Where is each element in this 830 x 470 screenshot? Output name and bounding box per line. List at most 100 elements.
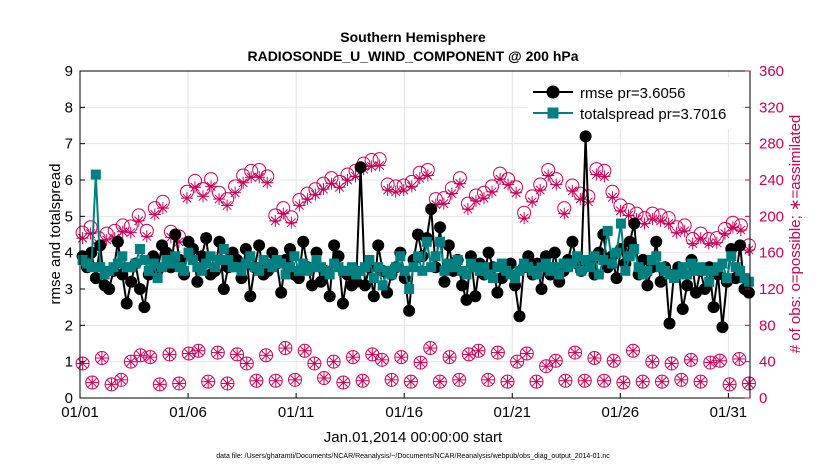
obs-assimilated-marker — [405, 180, 418, 193]
obs-assimilated-marker — [205, 180, 218, 193]
totalspread-point — [236, 265, 247, 276]
totalspread-point — [554, 269, 565, 280]
obs-assimilated-marker — [534, 183, 547, 196]
totalspread-point — [117, 251, 128, 262]
obs-assimilated-marker — [173, 377, 186, 390]
obs-assimilated-marker — [413, 172, 426, 185]
obs-assimilated-marker — [482, 373, 495, 386]
y-axis-label: rmse and totalspread — [47, 164, 64, 305]
y2-tick-label: 120 — [759, 281, 784, 298]
obs-possible-marker — [230, 347, 245, 362]
obs-assimilated-marker — [250, 374, 263, 387]
obs-assimilated-marker — [627, 344, 640, 357]
rmse-point — [491, 286, 504, 299]
rmse-point — [707, 301, 720, 314]
totalspread-point — [205, 251, 216, 262]
y-tick-label: 1 — [65, 354, 73, 371]
totalspread-point — [743, 276, 754, 287]
obs-assimilated-marker — [245, 171, 258, 184]
chart-title: Southern Hemisphere — [340, 29, 486, 45]
obs-assimilated-marker — [501, 375, 514, 388]
rmse-point — [681, 279, 694, 292]
totalspread-point — [254, 265, 265, 276]
totalspread-point — [223, 254, 234, 265]
obs-possible-marker — [394, 350, 409, 365]
obs-assimilated-marker — [443, 351, 456, 364]
rmse-point — [663, 317, 676, 330]
obs-assimilated-marker — [86, 376, 99, 389]
totalspread-point — [514, 265, 525, 276]
totalspread-point — [209, 262, 220, 273]
obs-assimilated-marker — [124, 226, 137, 239]
obs-assimilated-marker — [318, 372, 331, 385]
x-tick-label: 01/26 — [602, 404, 640, 421]
obs-assimilated-marker — [317, 183, 330, 196]
obs-possible-marker — [384, 372, 399, 387]
y2-tick-label: 0 — [759, 390, 767, 407]
y-tick-label: 8 — [65, 99, 73, 116]
obs-assimilated-marker — [309, 188, 322, 201]
totalspread-point — [417, 265, 428, 276]
obs-possible-marker — [326, 354, 341, 369]
totalspread-point — [404, 284, 415, 294]
obs-possible-marker — [645, 354, 660, 369]
rmse-point — [275, 286, 288, 299]
rmse-point — [579, 130, 592, 143]
obs-possible-marker — [268, 373, 283, 388]
obs-assimilated-marker — [558, 207, 571, 220]
totalspread-point — [395, 251, 406, 262]
totalspread-point — [549, 262, 560, 273]
obs-assimilated-marker — [733, 352, 746, 365]
x-axis: 01/01 01/06 01/11 01/16 01/21 01/26 01/31 — [61, 393, 747, 421]
rmse-point — [469, 290, 482, 303]
obs-assimilated-marker — [461, 203, 474, 216]
rmse-point — [372, 239, 385, 252]
obs-possible-marker — [683, 352, 698, 367]
totalspread-point — [214, 254, 225, 265]
obs-assimilated-marker — [395, 351, 408, 364]
obs-assimilated-marker — [646, 213, 659, 226]
plot-frame — [79, 70, 751, 399]
totalspread-point — [408, 262, 419, 273]
obs-assimilated-marker — [588, 352, 601, 365]
obs-assimilated-marker — [124, 355, 137, 368]
obs-assimilated-marker — [520, 347, 533, 360]
rmse-point — [734, 239, 747, 252]
series-obs-assimilated-lower- — [76, 342, 755, 391]
obs-assimilated-marker — [598, 374, 611, 387]
rmse-point — [125, 275, 138, 288]
totalspread-point — [90, 169, 101, 180]
obs-possible-marker — [336, 375, 351, 390]
totalspread-point — [139, 254, 150, 265]
totalspread-point — [187, 254, 198, 265]
totalspread-point — [170, 251, 181, 262]
rmse-point — [641, 279, 654, 292]
obs-assimilated-marker — [293, 199, 306, 212]
rmse-point — [89, 272, 102, 285]
rmse-point — [191, 275, 204, 288]
obs-assimilated-marker — [269, 214, 282, 227]
obs-assimilated-marker — [76, 357, 89, 370]
totalspread-point — [448, 262, 459, 273]
totalspread-point — [452, 254, 463, 265]
obs-assimilated-marker — [662, 217, 675, 230]
obs-possible-marker — [403, 374, 418, 389]
rmse-point — [628, 217, 641, 230]
obs-possible-marker — [432, 374, 447, 389]
totalspread-point — [496, 258, 507, 269]
rmse-point — [328, 239, 341, 252]
obs-assimilated-marker — [433, 375, 446, 388]
totalspread-point — [510, 273, 521, 284]
rmse-point — [253, 239, 266, 252]
y2-axis-label: # of obs: o=possible; ∗=assimilated — [787, 115, 804, 354]
obs-assimilated-marker — [704, 356, 717, 369]
x-tick-label: 01/06 — [169, 404, 207, 421]
obs-assimilated-marker — [453, 177, 466, 190]
totalspread-point — [201, 258, 212, 269]
y-tick-label: 6 — [65, 172, 73, 189]
totalspread-point — [390, 262, 401, 273]
totalspread-point — [629, 244, 640, 255]
rmse-point — [111, 235, 124, 248]
totalspread-point — [284, 262, 295, 273]
obs-assimilated-marker — [221, 377, 234, 390]
